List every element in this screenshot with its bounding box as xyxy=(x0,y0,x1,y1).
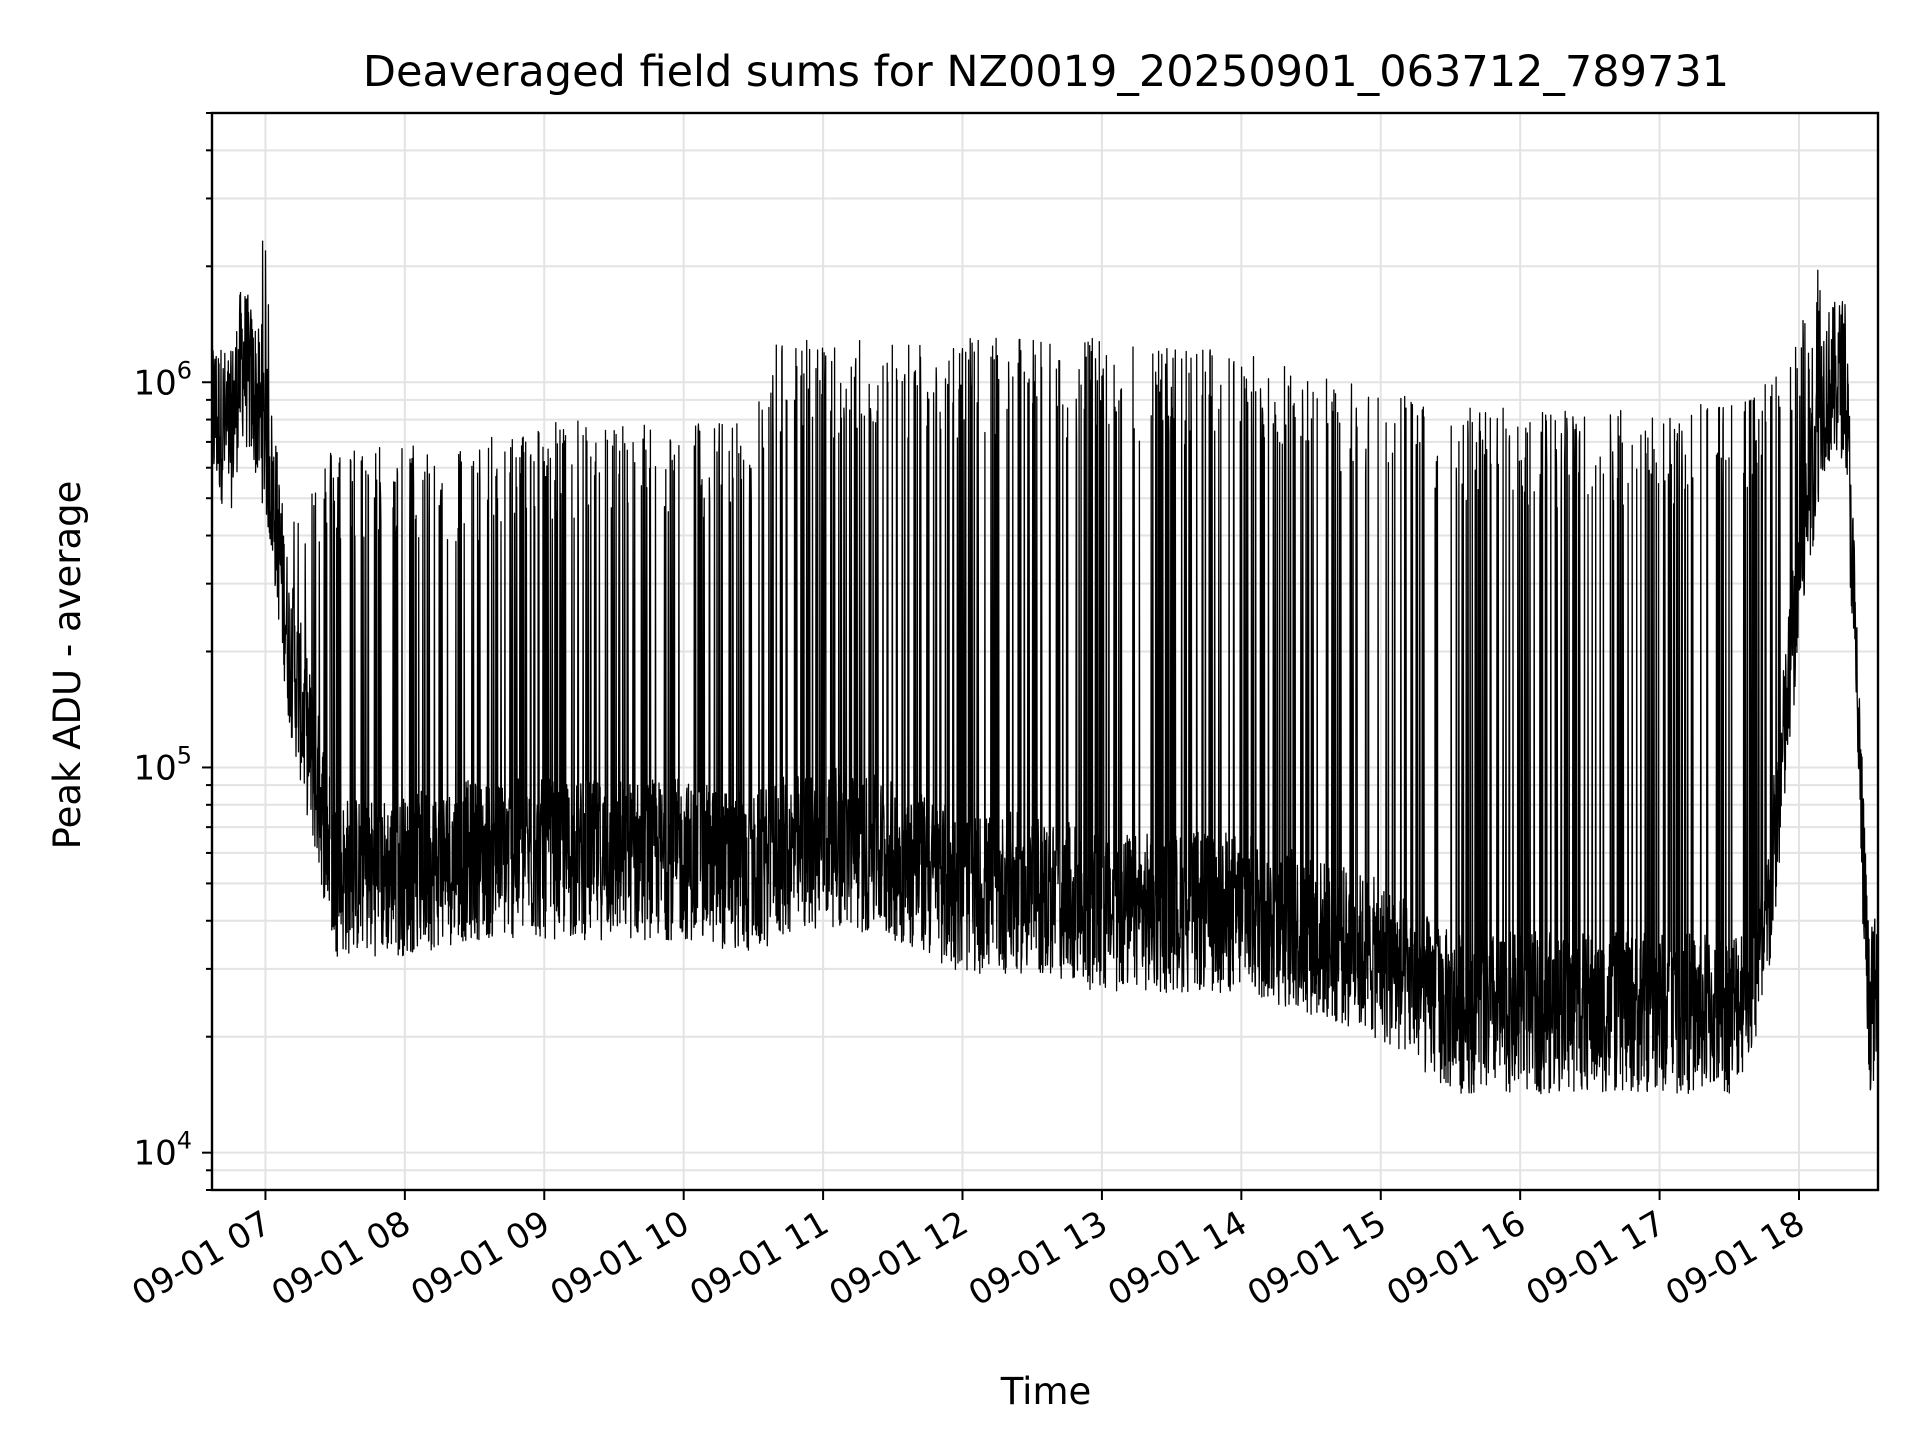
x-tick-label: 09-01 10 xyxy=(544,1203,696,1314)
x-tick-label: 09-01 07 xyxy=(126,1203,278,1314)
series-line xyxy=(211,240,1879,1095)
x-tick-label: 09-01 15 xyxy=(1241,1203,1393,1314)
x-tick-label: 09-01 12 xyxy=(823,1203,975,1314)
series-layer xyxy=(211,240,1879,1095)
y-tick-label: 105 xyxy=(133,741,192,788)
x-tick-label: 09-01 18 xyxy=(1659,1203,1811,1314)
x-tick-label: 09-01 14 xyxy=(1101,1203,1253,1314)
chart-title: Deaveraged field sums for NZ0019_2025090… xyxy=(363,47,1729,97)
x-tick-label: 09-01 16 xyxy=(1380,1203,1532,1314)
y-tick-base: 10 xyxy=(133,748,176,788)
y-tick-exponent: 6 xyxy=(177,356,192,384)
y-tick-label: 104 xyxy=(133,1127,192,1174)
y-tick-label: 106 xyxy=(133,356,192,403)
y-tick-base: 10 xyxy=(133,1134,176,1174)
x-axis-label: Time xyxy=(1000,1370,1092,1413)
y-tick-base: 10 xyxy=(133,363,176,403)
y-axis-label: Peak ADU - average xyxy=(46,481,89,850)
x-tick-label: 09-01 09 xyxy=(404,1203,556,1314)
y-tick-exponent: 4 xyxy=(177,1127,192,1155)
x-tick-label: 09-01 08 xyxy=(265,1203,417,1314)
y-tick-exponent: 5 xyxy=(177,741,192,769)
x-tick-label: 09-01 13 xyxy=(962,1203,1114,1314)
x-tick-label: 09-01 17 xyxy=(1520,1203,1672,1314)
x-tick-label: 09-01 11 xyxy=(683,1203,835,1314)
